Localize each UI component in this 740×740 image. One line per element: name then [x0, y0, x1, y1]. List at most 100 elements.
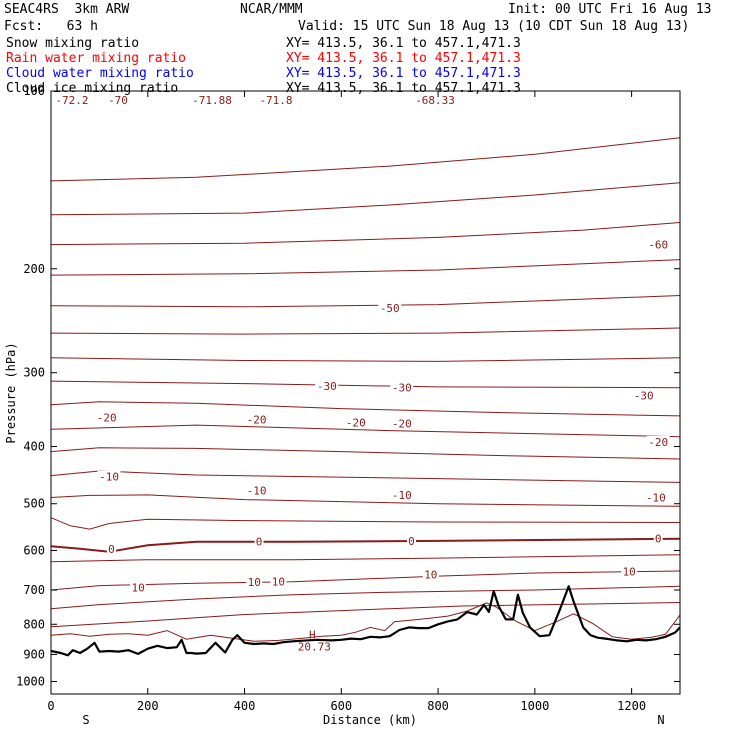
top-contour-label: -70 [108, 94, 128, 107]
y-tick-label: 400 [23, 440, 45, 454]
contour-label-bg [130, 581, 147, 594]
isotherm--10 [50, 494, 681, 507]
x-tick-label: 1200 [617, 699, 646, 713]
isotherm--60 [50, 222, 681, 246]
top-contour-label: -71.8 [259, 94, 292, 107]
top-contour-label: -71.88 [192, 94, 232, 107]
terrain-line [50, 585, 681, 657]
contour-label: -20 [346, 416, 366, 429]
contour-label: -20 [392, 418, 412, 431]
contour-label: 0 [256, 535, 263, 548]
contour-label: -50 [380, 302, 400, 315]
contour-label: 10 [424, 569, 437, 582]
contour-label: 0 [655, 533, 662, 546]
y-tick-label: 600 [23, 543, 45, 557]
high-marker-value: 20.73 [298, 641, 331, 654]
contour-label-bg [344, 416, 368, 429]
isotherm-10 [50, 570, 681, 591]
contour-label-layer: -60 -50 -30 -30 -30 -20 -20 -20 -20 -20 -10 -10 -10 -… [55, 94, 670, 654]
contour-label: 10 [248, 576, 261, 589]
contour-label: -20 [247, 413, 267, 426]
isotherm--40 [50, 357, 681, 362]
field-name-cloud-water: Cloud water mixing ratio [6, 66, 194, 81]
x-end-label-south: S [82, 713, 89, 727]
x-tick-label: 1000 [520, 699, 549, 713]
x-axis-title: Distance (km) [323, 713, 417, 727]
y-tick-label: 800 [23, 617, 45, 631]
isotherm--65 [50, 182, 681, 216]
x-tick-label: 0 [47, 699, 54, 713]
contour-label: 10 [272, 575, 285, 588]
contour-label-bg [97, 470, 121, 483]
contour-label-bg [632, 389, 656, 402]
contour-label-bg [644, 491, 668, 504]
contour-label-bg [254, 535, 264, 548]
isotherm-layer [50, 137, 681, 642]
contour-label-bg [646, 238, 670, 251]
field-name-cloud-ice: Cloud ice mixing ratio [6, 81, 179, 96]
isotherm-0 [50, 537, 681, 553]
x-tick-label: 800 [427, 699, 449, 713]
contour-label: -10 [247, 485, 267, 498]
y-tick-label: 500 [23, 497, 45, 511]
terrain-layer [50, 585, 681, 657]
isotherm--55 [50, 259, 681, 276]
contour-label: -10 [392, 489, 412, 502]
y-tick-label: 700 [23, 583, 45, 597]
contour-label-bg [378, 301, 402, 314]
contour-label: -30 [392, 382, 412, 395]
valid-time: Valid: 15 UTC Sun 18 Aug 13 (10 CDT Sun … [298, 19, 690, 34]
y-tick-label: 200 [23, 262, 45, 276]
isotherm--50 [50, 295, 681, 308]
isotherm-15 [50, 585, 681, 610]
contour-label-bg [245, 484, 269, 497]
y-tick-label: 1000 [16, 674, 45, 688]
contour-label-bg [621, 565, 638, 578]
x-tick-label: 200 [137, 699, 159, 713]
organization-label: NCAR/MMM [240, 2, 303, 17]
contour-label: -10 [99, 471, 119, 484]
model-title: SEAC4RS 3km ARW [4, 2, 130, 17]
contour-label-bg [653, 532, 663, 545]
contour-label-bg [270, 575, 287, 588]
y-axis-title: Pressure (hPa) [4, 342, 18, 443]
contour-label-bg [390, 417, 414, 430]
field-name-snow: Snow mixing ratio [6, 36, 140, 51]
field-xy-cloud-ice: XY= 413.5, 36.1 to 457.1,471.3 [286, 81, 521, 96]
field-xy-cloud-water: XY= 413.5, 36.1 to 457.1,471.3 [286, 66, 521, 81]
contour-label: 0 [408, 535, 415, 548]
field-xy-snow: XY= 413.5, 36.1 to 457.1,471.3 [286, 36, 521, 51]
isotherm--70 [50, 137, 681, 182]
isotherm--15 [50, 470, 681, 483]
high-marker-symbol: H [309, 629, 316, 642]
y-tick-label: 100 [23, 84, 45, 98]
contour-label-bg [422, 568, 439, 581]
contour-label-bg [390, 488, 414, 501]
contour-label-bg [406, 534, 416, 547]
contour-label-bg [106, 543, 116, 556]
contour-label: -30 [634, 390, 654, 403]
field-name-rain: Rain water mixing ratio [6, 51, 187, 66]
contour-label-bg [245, 413, 269, 426]
isotherm-25 [50, 602, 681, 642]
y-tick-label: 900 [23, 647, 45, 661]
init-time: Init: 00 UTC Fri 16 Aug 13 [508, 2, 712, 17]
contour-label-bg [390, 381, 414, 394]
y-tick-label: 300 [23, 366, 45, 380]
field-xy-rain: XY= 413.5, 36.1 to 457.1,471.3 [286, 51, 521, 66]
contour-label: -30 [317, 380, 337, 393]
contour-label: -60 [648, 239, 668, 252]
isotherm--25 [50, 424, 681, 438]
contour-label: 10 [623, 565, 636, 578]
contour-label-bg [315, 380, 339, 393]
plot-frame [50, 90, 681, 695]
contour-label-bg [646, 435, 670, 448]
contour-label: -20 [648, 436, 668, 449]
contour-label: 10 [131, 581, 144, 594]
contour-label: -10 [646, 492, 666, 505]
forecast-hour: Fcst: 63 h [4, 19, 98, 34]
x-tick-label: 400 [234, 699, 256, 713]
isotherm--30 [50, 401, 681, 417]
